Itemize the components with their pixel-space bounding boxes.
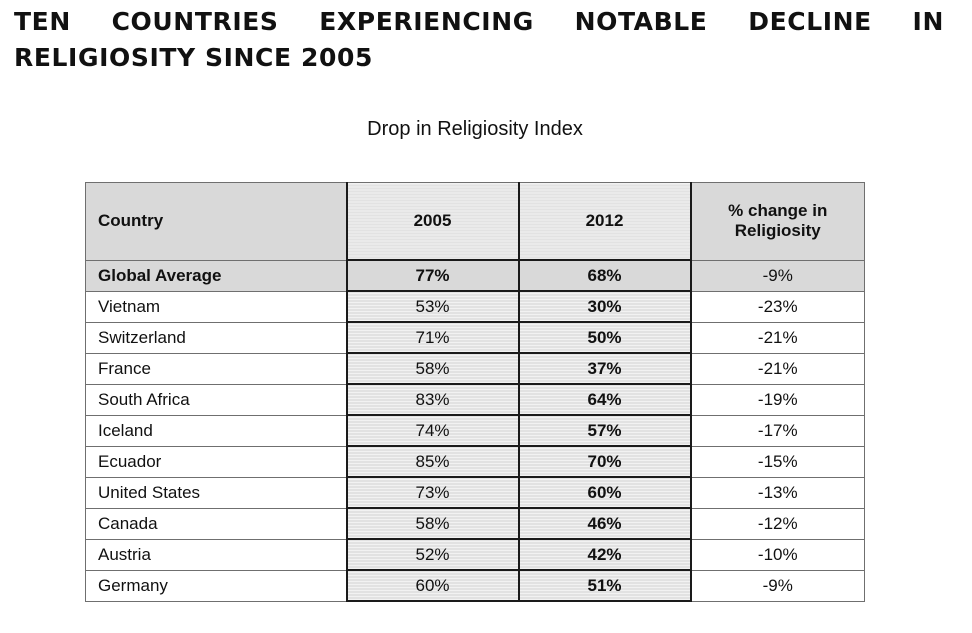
value-2012-cell: 60%	[517, 476, 692, 509]
country-cell: Iceland	[85, 414, 347, 447]
table-row: France 58% 37% -21%	[85, 352, 865, 385]
change-cell: -15%	[690, 445, 865, 478]
value-2005-cell: 83%	[345, 383, 520, 416]
value-2012-cell: 51%	[517, 569, 692, 602]
religiosity-table: Country 2005 2012 % change in Religiosit…	[85, 182, 865, 602]
value-2005-cell: 71%	[345, 321, 520, 354]
country-cell: United States	[85, 476, 347, 509]
value-2012-cell: 42%	[517, 538, 692, 571]
value-2005-cell: 77%	[345, 259, 520, 292]
change-cell: -10%	[690, 538, 865, 571]
change-cell: -19%	[690, 383, 865, 416]
page-title: TEN COUNTRIES EXPERIENCING NOTABLE DECLI…	[14, 7, 944, 72]
table-row: South Africa 83% 64% -19%	[85, 383, 865, 416]
table-row: Austria 52% 42% -10%	[85, 538, 865, 571]
column-header-country: Country	[85, 182, 347, 261]
table-header-row: Country 2005 2012 % change in Religiosit…	[85, 182, 865, 261]
country-cell: Ecuador	[85, 445, 347, 478]
table-row: Germany 60% 51% -9%	[85, 569, 865, 602]
country-cell: Global Average	[85, 259, 347, 292]
country-cell: Germany	[85, 569, 347, 602]
value-2012-cell: 57%	[517, 414, 692, 447]
value-2012-cell: 64%	[517, 383, 692, 416]
table-row: Ecuador 85% 70% -15%	[85, 445, 865, 478]
value-2005-cell: 60%	[345, 569, 520, 602]
value-2012-cell: 46%	[517, 507, 692, 540]
table-title: Drop in Religiosity Index	[367, 118, 583, 140]
table-row: Switzerland 71% 50% -21%	[85, 321, 865, 354]
country-cell: South Africa	[85, 383, 347, 416]
change-cell: -23%	[690, 290, 865, 323]
country-cell: Austria	[85, 538, 347, 571]
value-2005-cell: 73%	[345, 476, 520, 509]
value-2005-cell: 85%	[345, 445, 520, 478]
table-row: United States 73% 60% -13%	[85, 476, 865, 509]
table-row: Iceland 74% 57% -17%	[85, 414, 865, 447]
change-cell: -13%	[690, 476, 865, 509]
change-cell: -9%	[690, 569, 865, 602]
value-2012-cell: 68%	[517, 259, 692, 292]
value-2005-cell: 74%	[345, 414, 520, 447]
value-2012-cell: 37%	[517, 352, 692, 385]
country-cell: Vietnam	[85, 290, 347, 323]
value-2012-cell: 30%	[517, 290, 692, 323]
change-cell: -9%	[690, 259, 865, 292]
change-cell: -17%	[690, 414, 865, 447]
column-header-change: % change in Religiosity	[690, 182, 865, 261]
country-cell: Switzerland	[85, 321, 347, 354]
value-2005-cell: 58%	[345, 352, 520, 385]
change-cell: -12%	[690, 507, 865, 540]
table-body: Global Average 77% 68% -9% Vietnam 53% 30% -23%…	[85, 259, 865, 602]
column-header-2005: 2005	[345, 182, 520, 261]
value-2005-cell: 53%	[345, 290, 520, 323]
country-cell: France	[85, 352, 347, 385]
change-cell: -21%	[690, 352, 865, 385]
change-cell: -21%	[690, 321, 865, 354]
table-row: Vietnam 53% 30% -23%	[85, 290, 865, 323]
table-row: Canada 58% 46% -12%	[85, 507, 865, 540]
value-2012-cell: 50%	[517, 321, 692, 354]
global-average-row: Global Average 77% 68% -9%	[85, 259, 865, 292]
country-cell: Canada	[85, 507, 347, 540]
value-2005-cell: 58%	[345, 507, 520, 540]
column-header-2012: 2012	[517, 182, 692, 261]
value-2012-cell: 70%	[517, 445, 692, 478]
value-2005-cell: 52%	[345, 538, 520, 571]
